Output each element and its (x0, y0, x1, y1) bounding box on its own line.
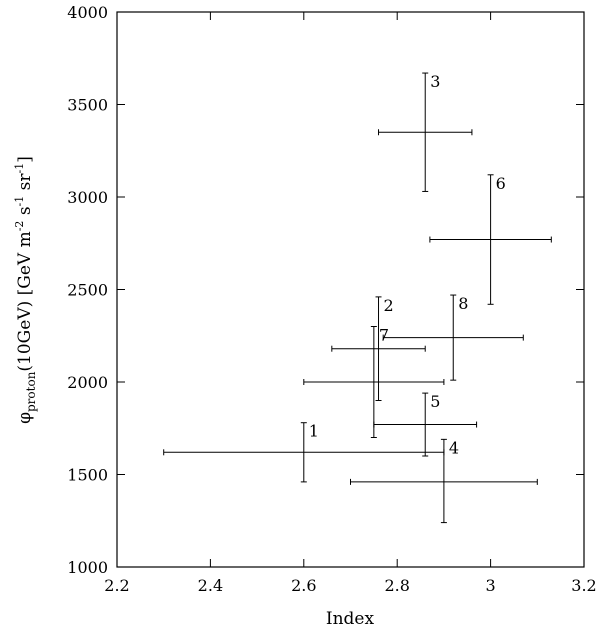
y-axis-title-main: φ (15, 412, 35, 424)
x-tick-label: 2.8 (384, 576, 409, 595)
data-point-7: 7 (303, 326, 445, 438)
data-point-4: 4 (350, 438, 538, 524)
point-label: 6 (496, 174, 506, 193)
y-tick-label: 2500 (67, 281, 108, 300)
data-point-2: 2 (331, 296, 426, 401)
y-axis-title-sup2: -1 (13, 196, 26, 207)
y-axis-title-subscript: proton (24, 371, 38, 412)
axis-ticks (116, 11, 585, 568)
y-axis-title-sup3: -1 (13, 163, 26, 174)
data-point-3: 3 (378, 72, 473, 192)
y-tick-label: 3000 (67, 188, 108, 207)
y-tick-label: 1000 (67, 558, 108, 577)
y-axis-title: φproton(10GeV) [GeV m-2 s-1 sr-1] (13, 156, 38, 424)
y-tick-label: 1500 (67, 466, 108, 485)
axis-tick-labels: 2.2 2.4 2.6 2.8 3 3.2 1000 1500 2000 2500 3000 3500… (67, 3, 596, 595)
point-label: 8 (458, 294, 468, 313)
x-tick-label: 2.4 (198, 576, 223, 595)
y-axis-title-sup1: -2 (13, 221, 26, 232)
y-tick-label: 3500 (67, 96, 108, 115)
point-label: 1 (309, 422, 319, 441)
y-tick-label: 2000 (67, 373, 108, 392)
x-tick-label: 3.2 (571, 576, 596, 595)
data-point-1: 1 (163, 422, 445, 483)
y-axis-title-part1: (10GeV) [GeV m (15, 231, 35, 371)
x-tick-label: 2.6 (291, 576, 316, 595)
data-point-6: 6 (429, 174, 552, 305)
y-tick-label: 4000 (67, 3, 108, 22)
y-axis-title-part4: ] (15, 156, 35, 163)
x-tick-label: 2.2 (104, 576, 129, 595)
data-points: 1 2 3 4 5 6 7 8 (163, 72, 552, 524)
point-label: 2 (384, 296, 394, 315)
point-label: 7 (379, 326, 389, 345)
y-axis-title-part2: s (15, 206, 35, 220)
point-label: 3 (430, 72, 440, 91)
x-axis-title: Index (326, 609, 375, 628)
x-tick-label: 3 (486, 576, 496, 595)
point-label: 5 (430, 392, 440, 411)
point-label: 4 (449, 438, 459, 457)
data-point-5: 5 (373, 392, 478, 457)
data-point-8: 8 (382, 294, 524, 381)
y-axis-title-part3: sr (15, 173, 35, 196)
